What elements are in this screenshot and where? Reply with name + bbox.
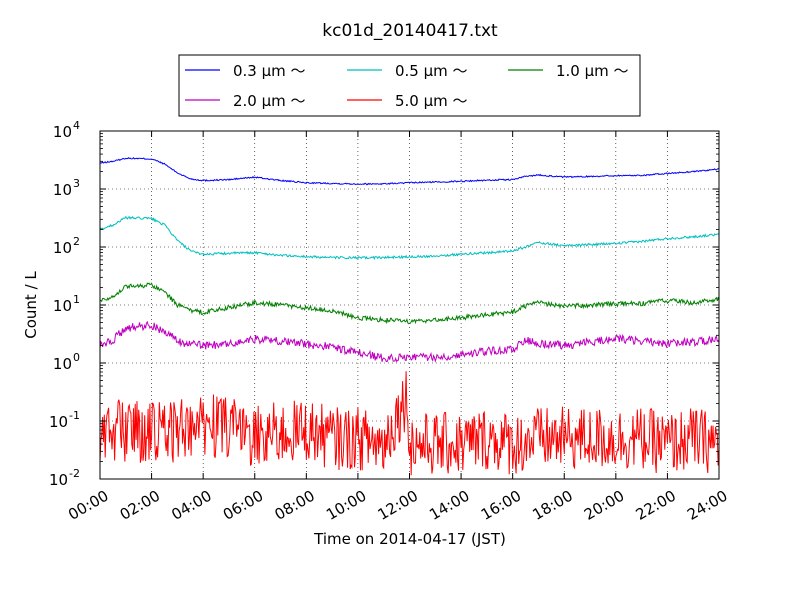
series-line-5 (99, 371, 720, 476)
x-tick-label: 22:00 (633, 487, 679, 524)
x-tick-label: 12:00 (375, 487, 421, 524)
y-tick-label: 102 (53, 235, 80, 257)
series-layer (99, 156, 720, 476)
legend-label: 0.5 μm ～ (395, 62, 468, 80)
legend: 0.3 μm ～ 0.5 μm ～ 1.0 μm ～ 2.0 μm ～ 5.0 μm ～ (178, 54, 641, 117)
x-axis-label: Time on 2014-04-17 (JST) (313, 530, 506, 548)
x-tick-label: 10:00 (323, 487, 369, 524)
legend-label: 0.3 μm ～ (233, 62, 306, 80)
x-tick-label: 14:00 (426, 487, 472, 524)
series-line-3 (99, 282, 720, 325)
legend-label: 1.0 μm ～ (556, 62, 629, 80)
legend-box (178, 54, 641, 117)
y-tick-label: 10-2 (49, 467, 80, 489)
x-tick-label: 16:00 (478, 487, 524, 524)
x-tick-label: 18:00 (529, 487, 575, 524)
y-axis-label: Count / L (22, 271, 40, 339)
x-tick-label: 08:00 (271, 487, 317, 524)
y-tick-label: 103 (53, 177, 80, 199)
x-tick-label: 20:00 (581, 487, 627, 524)
x-tick-label: 06:00 (220, 487, 266, 524)
y-tick-label: 101 (53, 293, 80, 315)
x-tick-label: 24:00 (684, 487, 730, 524)
x-tick-label: 04:00 (168, 487, 214, 524)
series-line-2 (99, 215, 720, 261)
legend-label: 2.0 μm ～ (233, 92, 306, 110)
series-line-4 (99, 320, 720, 363)
plot-area: 00:00 02:00 04:00 06:00 08:00 10:00 12:00 14:00… (49, 119, 731, 524)
series-line-1 (99, 156, 720, 186)
x-tick-label: 02:00 (117, 487, 163, 524)
y-tick-label: 104 (53, 119, 80, 141)
y-tick-label: 100 (53, 351, 80, 373)
legend-label: 5.0 μm ～ (395, 92, 468, 110)
chart-title: kc01d_20140417.txt (322, 21, 498, 41)
x-tick-label: 00:00 (65, 487, 111, 524)
y-tick-label: 10-1 (49, 409, 80, 431)
